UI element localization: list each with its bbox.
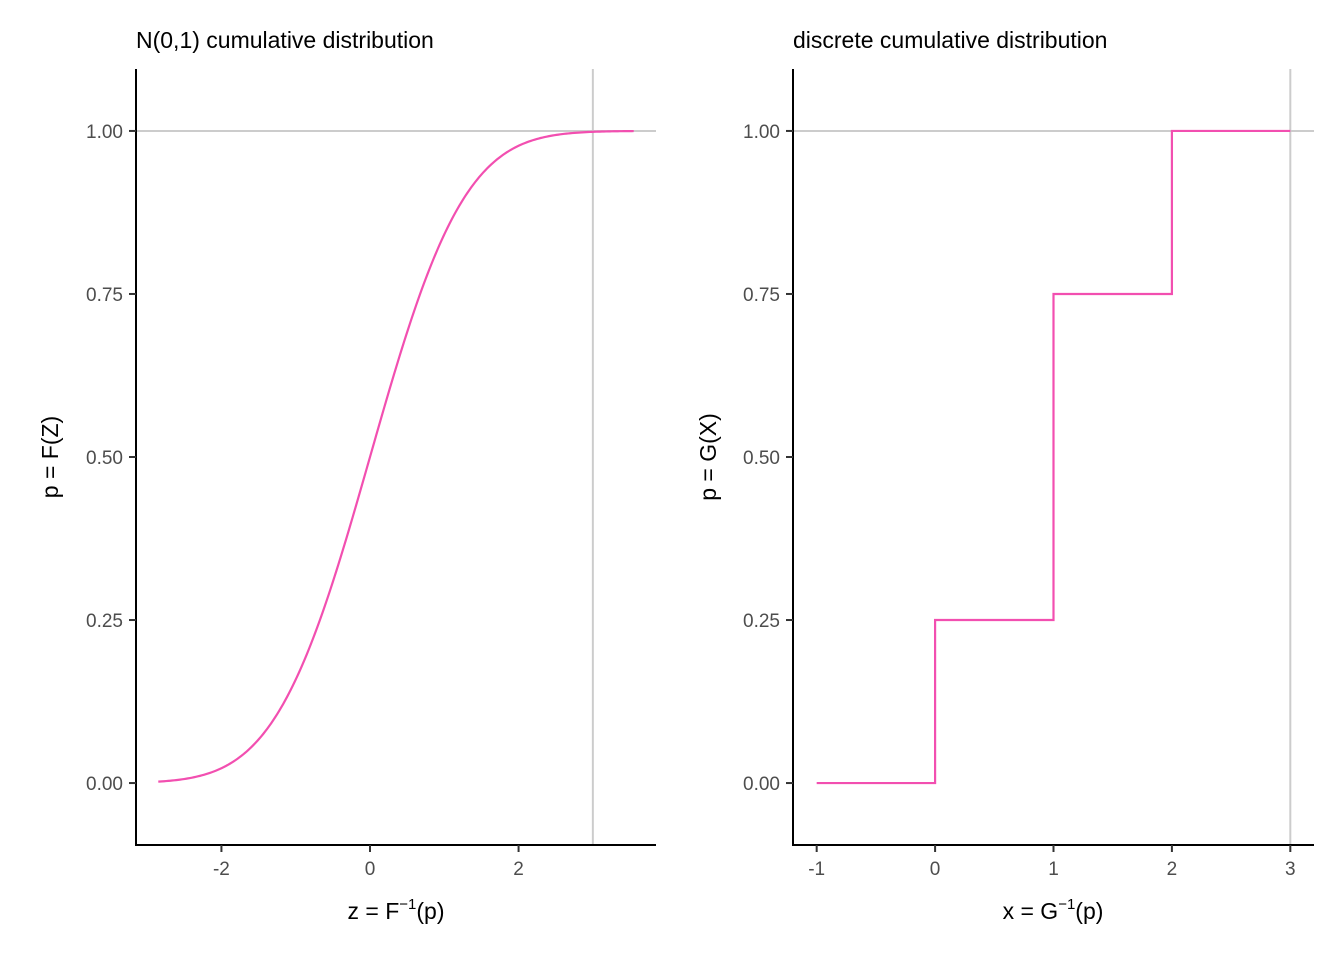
- y-tick-label: 0.75: [743, 285, 780, 306]
- x-axis-title: z = F−1(p): [348, 896, 445, 924]
- x-axis-title: x = G−1(p): [1003, 896, 1104, 924]
- x-tick-label: -1: [808, 859, 825, 880]
- x-tick-label: 3: [1285, 859, 1296, 880]
- series-layer: [158, 129, 634, 783]
- y-tick-label: 0.75: [86, 285, 123, 306]
- y-ticks: 0.00 0.25 0.50 0.75 1.00: [86, 122, 136, 795]
- panel-normal-cdf: N(0,1) cumulative distribution -2 0 2 0.00…: [37, 27, 656, 924]
- panel-discrete-cdf: discrete cumulative distribution -1 0 1 2 3 …: [695, 27, 1314, 924]
- y-tick-label: 0.25: [743, 611, 780, 632]
- series-line: [158, 129, 634, 783]
- y-tick-label: 0.50: [743, 448, 780, 469]
- y-tick-label: 1.00: [86, 122, 123, 143]
- x-axis-title-base: z = F: [348, 898, 400, 924]
- panel-title: discrete cumulative distribution: [793, 27, 1107, 53]
- x-axis-title-base: x = G: [1003, 898, 1059, 924]
- y-ticks: 0.00 0.25 0.50 0.75 1.00: [743, 122, 793, 795]
- x-tick-label: 1: [1048, 859, 1059, 880]
- y-tick-label: 0.25: [86, 611, 123, 632]
- y-tick-label: 0.00: [743, 774, 780, 795]
- reference-lines: [136, 69, 656, 845]
- y-tick-label: 1.00: [743, 122, 780, 143]
- x-tick-label: 2: [1167, 859, 1178, 880]
- y-axis-title: p = F(Z): [37, 416, 63, 498]
- y-axis-title: p = G(X): [695, 413, 721, 501]
- x-axis-title-tail: (p): [1075, 898, 1103, 924]
- x-tick-label: 2: [513, 859, 524, 880]
- y-tick-label: 0.00: [86, 774, 123, 795]
- x-ticks: -2 0 2: [213, 845, 524, 880]
- x-tick-label: -2: [213, 859, 230, 880]
- x-tick-label: 0: [930, 859, 941, 880]
- x-axis-title-tail: (p): [416, 898, 444, 924]
- x-axis-title-superscript: −1: [1058, 896, 1075, 913]
- x-tick-label: 0: [365, 859, 376, 880]
- x-axis-title-superscript: −1: [399, 896, 416, 913]
- panel-title: N(0,1) cumulative distribution: [136, 27, 434, 53]
- series-layer: [816, 129, 1291, 785]
- series-line: [816, 129, 1291, 785]
- y-tick-label: 0.50: [86, 448, 123, 469]
- x-ticks: -1 0 1 2 3: [808, 845, 1296, 880]
